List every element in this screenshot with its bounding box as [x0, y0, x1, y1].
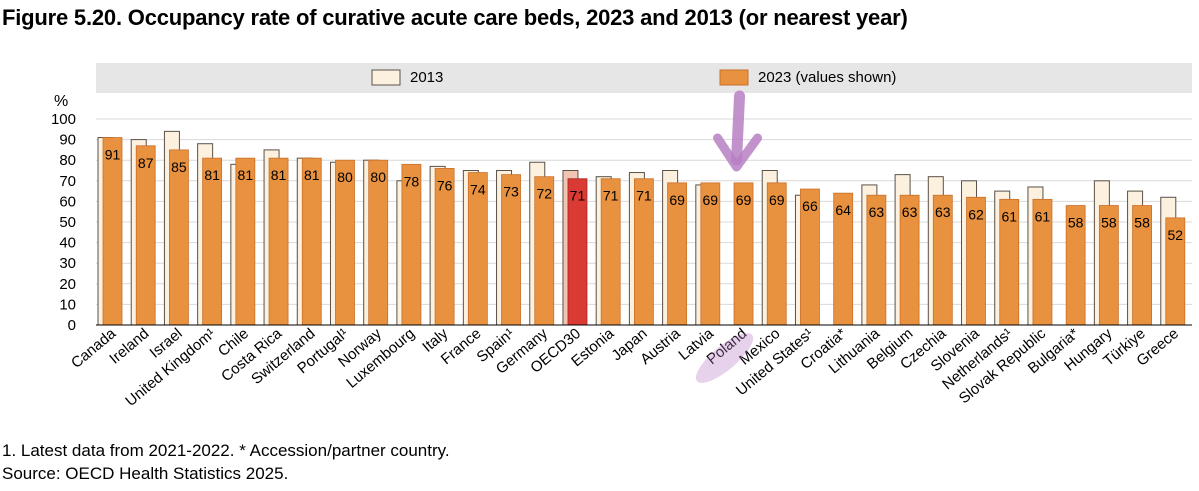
footnote: 1. Latest data from 2021-2022. * Accessi…	[2, 441, 450, 460]
value-label: 63	[935, 204, 951, 220]
value-label: 80	[337, 169, 353, 185]
value-label: 71	[570, 188, 586, 204]
y-axis: % 0 10 20 30 40 50 60 70 80 90 100	[51, 93, 76, 334]
value-label: 64	[835, 202, 851, 218]
value-label: 81	[238, 167, 254, 183]
value-label: 76	[437, 177, 453, 193]
value-label: 71	[603, 188, 619, 204]
value-label: 63	[869, 204, 885, 220]
value-label: 58	[1134, 215, 1150, 231]
value-label: 78	[404, 173, 420, 189]
y-tick-label: 40	[59, 235, 76, 252]
bar-2023-united-kingdom	[202, 157, 223, 326]
value-label: 69	[736, 192, 752, 208]
y-tick-label: 0	[68, 317, 76, 334]
y-tick-label: 80	[59, 152, 76, 169]
value-label: 61	[1035, 208, 1051, 224]
legend: 2013 2023 (values shown)	[371, 69, 896, 86]
value-label: 52	[1167, 227, 1183, 243]
bar-2023-canada	[102, 137, 123, 326]
legend-label-2013: 2013	[410, 69, 443, 86]
y-axis-label: %	[54, 93, 68, 110]
legend-swatch-2013	[371, 69, 401, 86]
y-tick-label: 100	[51, 111, 76, 128]
value-label: 87	[138, 155, 154, 171]
value-label: 81	[304, 167, 320, 183]
legend-swatch-2023	[719, 69, 749, 86]
value-label: 81	[271, 167, 287, 183]
annotation-highlight	[695, 333, 754, 383]
y-tick-label: 10	[59, 296, 76, 313]
value-label: 91	[105, 147, 121, 163]
value-label: 81	[204, 167, 220, 183]
bar-2023-costa-rica	[268, 157, 289, 326]
value-label: 73	[503, 184, 519, 200]
figure-title: Figure 5.20. Occupancy rate of curative …	[2, 5, 908, 30]
source-note: Source: OECD Health Statistics 2025.	[2, 464, 289, 483]
value-label: 61	[1001, 208, 1017, 224]
value-label: 63	[902, 204, 918, 220]
y-tick-label: 30	[59, 255, 76, 272]
y-tick-label: 70	[59, 173, 76, 190]
y-tick-label: 60	[59, 193, 76, 210]
legend-band	[96, 63, 1192, 93]
value-label: 69	[769, 192, 785, 208]
value-label: 58	[1068, 215, 1084, 231]
value-label: 69	[703, 192, 719, 208]
value-label: 69	[669, 192, 685, 208]
value-labels: 91 87 85 81 81 81 81 80 80 78 76 74 73 72 71 71 71 69 69 69…	[105, 147, 1184, 243]
value-label: 62	[968, 206, 984, 222]
value-label: 72	[536, 186, 552, 202]
value-label: 58	[1101, 215, 1117, 231]
value-label: 80	[370, 169, 386, 185]
bar-2023-israel	[169, 149, 189, 326]
y-tick-label: 50	[59, 214, 76, 231]
annotation-arrow-shaft	[731, 90, 746, 166]
legend-label-2023: 2023 (values shown)	[758, 69, 896, 86]
bar-2023-switzerland	[301, 157, 322, 326]
value-label: 66	[802, 198, 818, 214]
bars	[97, 130, 1186, 326]
value-label: 74	[470, 182, 486, 198]
poland-annotation	[695, 90, 763, 383]
bar-2023-ireland	[135, 145, 156, 326]
value-label: 71	[636, 188, 652, 204]
y-tick-label: 90	[59, 132, 76, 149]
value-label: 85	[171, 159, 187, 175]
occupancy-bar-chart: 2013 2023 (values shown) % 0 10 20 30 40 50 60…	[51, 63, 1192, 410]
bar-2023-chile	[235, 157, 256, 326]
annotation-arrow-head	[713, 133, 763, 172]
y-tick-label: 20	[59, 276, 76, 293]
